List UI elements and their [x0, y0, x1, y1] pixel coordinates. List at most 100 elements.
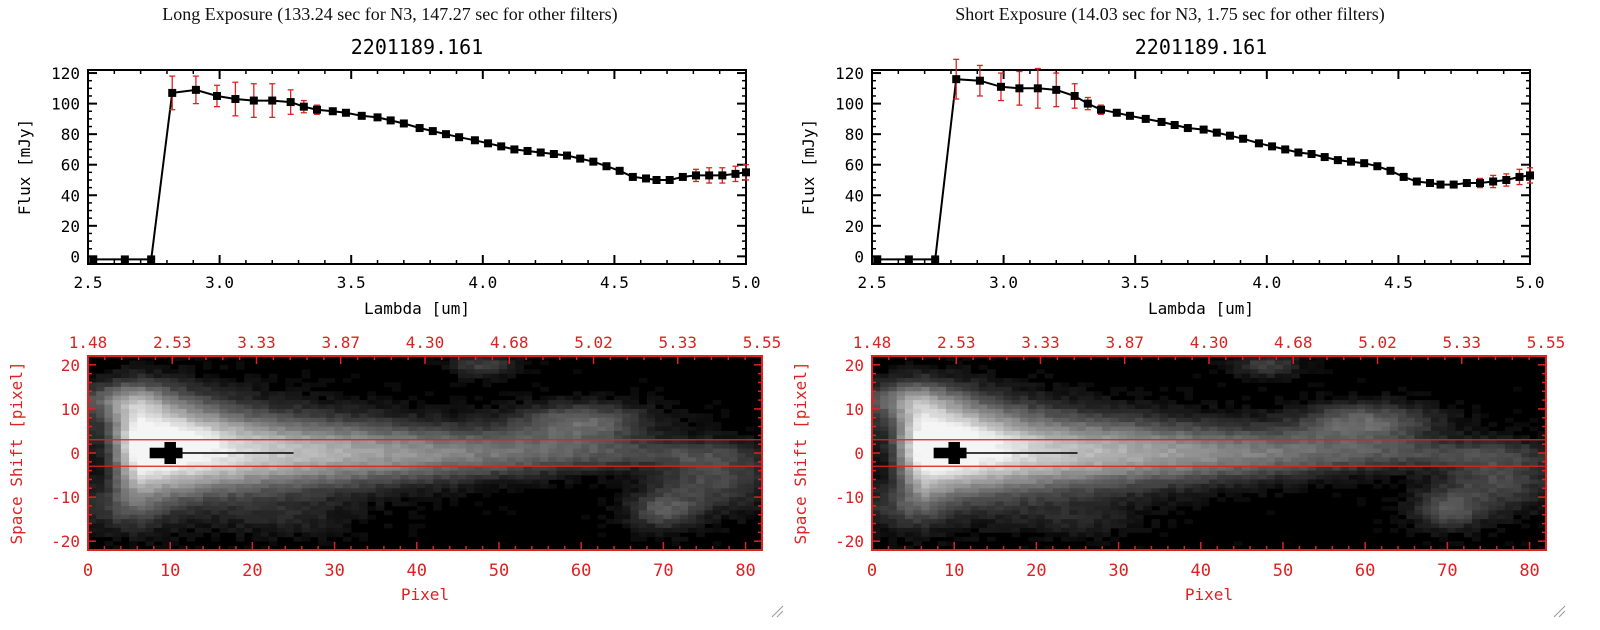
image-pixel	[318, 505, 327, 511]
image-pixel	[1143, 400, 1152, 405]
image-pixel	[466, 426, 475, 432]
image-pixel	[937, 466, 947, 472]
image-pixel	[227, 444, 237, 449]
image-pixel	[441, 479, 451, 485]
image-pixel	[696, 461, 705, 467]
image-pixel	[970, 536, 980, 542]
image-pixel	[921, 514, 930, 520]
image-pixel	[490, 475, 500, 480]
image-pixel	[1085, 400, 1095, 405]
image-pixel	[400, 448, 409, 454]
image-pixel	[120, 400, 130, 405]
image-pixel	[1291, 439, 1300, 445]
image-pixel	[359, 505, 368, 511]
image-pixel	[904, 439, 914, 445]
image-pixel	[490, 435, 500, 441]
image-pixel	[129, 426, 138, 432]
image-pixel	[1167, 488, 1177, 494]
image-pixel	[531, 400, 541, 405]
image-pixel	[1019, 483, 1029, 489]
image-pixel	[120, 501, 130, 507]
image-pixel	[896, 523, 906, 529]
image-pixel	[1151, 448, 1161, 454]
image-pixel	[937, 439, 947, 445]
image-pixel	[671, 439, 681, 445]
image-pixel	[970, 505, 980, 511]
image-pixel	[679, 439, 689, 445]
image-pixel	[987, 413, 996, 419]
image-pixel	[1209, 470, 1218, 476]
image-pixel	[334, 532, 344, 538]
image-pixel	[937, 541, 947, 546]
image-pixel	[1258, 492, 1267, 498]
image-pixel	[1200, 430, 1210, 436]
image-pixel	[219, 435, 229, 441]
image-pixel	[112, 386, 122, 392]
image-pixel	[293, 404, 303, 410]
image-pixel	[987, 514, 996, 520]
image-pixel	[954, 408, 963, 414]
image-pixel	[1102, 404, 1111, 410]
image-pixel	[638, 505, 648, 511]
image-pixel	[1011, 413, 1021, 419]
image-pixel	[1241, 364, 1251, 370]
image-pixel	[962, 417, 972, 423]
image-pixel	[1241, 483, 1251, 489]
image-pixel	[630, 527, 640, 533]
image-pixel	[515, 466, 525, 472]
image-pixel	[745, 488, 755, 494]
image-pixel	[441, 360, 451, 366]
image-pixel	[392, 430, 401, 436]
image-pixel	[978, 501, 988, 507]
image-pixel	[1118, 483, 1128, 489]
image-pixel	[457, 426, 467, 432]
image-pixel	[589, 408, 599, 414]
image-pixel	[929, 426, 939, 432]
image-pixel	[1126, 391, 1136, 397]
image-pixel	[227, 417, 237, 423]
image-pixel	[170, 523, 179, 529]
image-pixel	[235, 461, 245, 467]
image-pixels	[88, 356, 763, 551]
image-pixel	[737, 435, 746, 441]
image-pixel	[962, 386, 972, 392]
image-pixel	[589, 461, 599, 467]
image-pixel	[1028, 430, 1037, 436]
image-pixel	[954, 426, 963, 432]
image-pixel	[1176, 435, 1185, 441]
image-pixel	[137, 382, 146, 388]
image-pixel	[729, 435, 738, 441]
image-pixel	[1167, 422, 1177, 427]
image-pixel	[244, 391, 253, 397]
image-pixel	[153, 386, 163, 392]
image-pixel	[904, 488, 914, 494]
image-pixel	[449, 492, 459, 498]
image-pixel	[244, 457, 253, 463]
image-pixel	[1250, 356, 1259, 361]
image-pixel	[646, 448, 656, 454]
image-pixel	[88, 453, 97, 458]
image-pixel	[1167, 457, 1177, 463]
image-pixel	[474, 422, 483, 427]
image-pixel	[285, 527, 294, 533]
image-pixel	[896, 439, 906, 445]
image-pixel	[712, 488, 722, 494]
image-pixel	[1003, 453, 1013, 458]
image-pixel	[351, 532, 360, 538]
image-pixel	[383, 483, 393, 489]
image-pixel	[622, 483, 631, 489]
image-pixel	[137, 497, 146, 502]
image-pixel	[1118, 514, 1128, 520]
image-pixel	[145, 382, 155, 388]
image-pixel	[720, 483, 730, 489]
image-pixel	[482, 356, 492, 361]
image-pixel	[523, 400, 533, 405]
image-pixel	[309, 430, 319, 436]
image-pixel	[1291, 430, 1300, 436]
image-pixel	[416, 479, 426, 485]
image-pixel	[1028, 408, 1037, 414]
image-pixel	[359, 461, 368, 467]
image-pixel	[646, 519, 656, 524]
image-pixel	[203, 426, 212, 432]
image-pixel	[129, 395, 138, 401]
